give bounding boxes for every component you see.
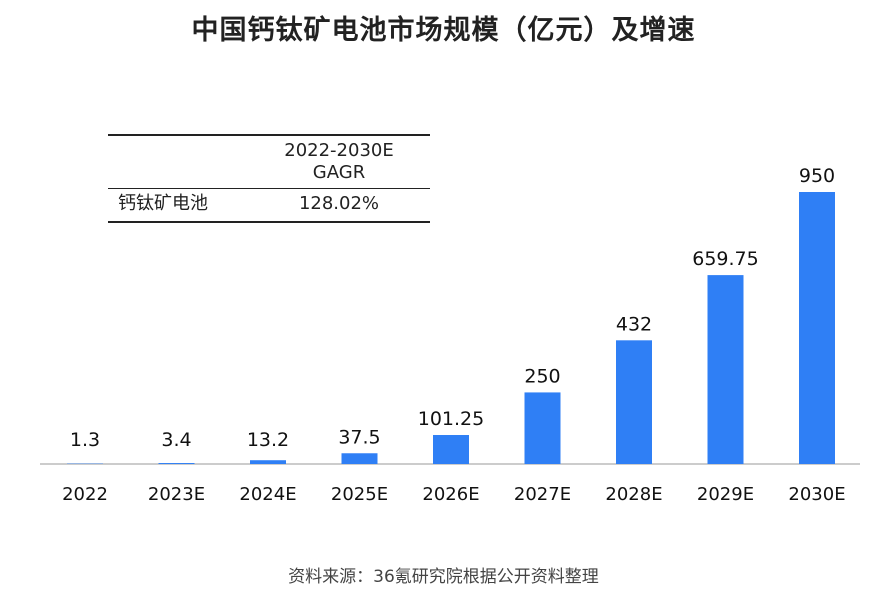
data-label-2026E: 101.25: [418, 408, 484, 430]
data-label-2027E: 250: [524, 365, 560, 387]
x-tick-label-2022: 2022: [62, 484, 108, 505]
x-tick-label-2025E: 2025E: [331, 484, 388, 505]
bar-2026E: [433, 435, 469, 464]
x-tick-label-2023E: 2023E: [148, 484, 205, 505]
data-label-2022: 1.3: [70, 429, 100, 451]
bar-2024E: [250, 460, 286, 464]
data-label-2030E: 950: [799, 165, 835, 187]
gagr-table: 2022-2030E GAGR 钙钛矿电池 128.02%: [108, 134, 430, 223]
gagr-table-row: 钙钛矿电池 128.02%: [108, 189, 430, 222]
gagr-table-header-row: 2022-2030E GAGR: [108, 135, 430, 189]
bar-2027E: [524, 392, 561, 464]
data-label-2029E: 659.75: [692, 248, 758, 270]
data-label-2024E: 13.2: [247, 429, 289, 451]
bar-2029E: [707, 275, 744, 464]
gagr-row-label: 钙钛矿电池: [118, 193, 208, 214]
x-tick-label-2027E: 2027E: [514, 484, 571, 505]
gagr-header-period: 2022-2030E: [284, 140, 394, 161]
gagr-header-label: GAGR: [312, 162, 366, 183]
data-label-2023E: 3.4: [161, 429, 191, 451]
x-tick-label-2028E: 2028E: [605, 484, 662, 505]
gagr-table-corner: [108, 135, 248, 189]
x-tick-label-2026E: 2026E: [422, 484, 479, 505]
bar-2028E: [616, 340, 652, 464]
gagr-row-value: 128.02%: [298, 193, 380, 214]
bar-2025E: [341, 453, 378, 464]
bar-2030E: [799, 192, 835, 464]
x-tick-label-2029E: 2029E: [697, 484, 754, 505]
bar-2023E: [158, 463, 195, 464]
data-label-2028E: 432: [616, 313, 652, 335]
chart-title: 中国钙钛矿电池市场规模（亿元）及增速: [191, 15, 696, 46]
source-note: 资料来源：36氪研究院根据公开资料整理: [288, 567, 599, 587]
data-label-2025E: 37.5: [338, 426, 380, 448]
x-tick-label-2024E: 2024E: [239, 484, 296, 505]
x-tick-label-2030E: 2030E: [788, 484, 845, 505]
gagr-table-header: 2022-2030E GAGR: [248, 135, 430, 189]
